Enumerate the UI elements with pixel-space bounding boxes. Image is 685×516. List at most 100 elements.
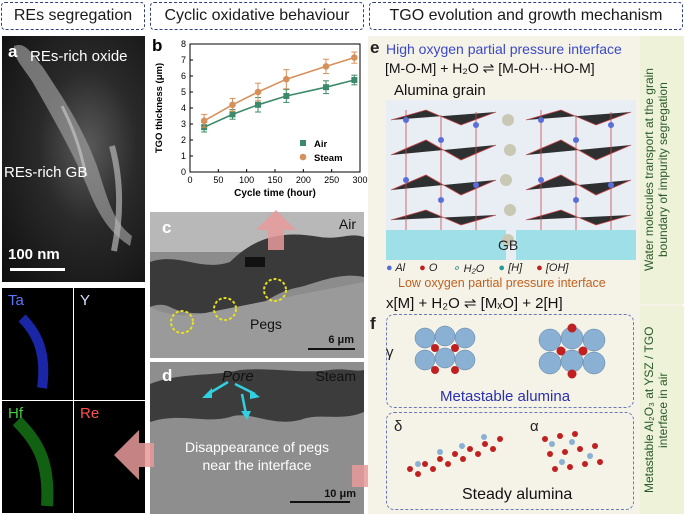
steady-crystals <box>407 431 603 477</box>
legend-oh: ● [OH] <box>536 262 568 275</box>
ta-signal <box>18 314 49 389</box>
steam-scale-bar-label: 10 μm <box>324 488 356 500</box>
header-tgo: TGO evolution and growth mechanism <box>369 2 683 30</box>
legend-o: ● O <box>419 262 437 275</box>
sem-image-air: c Air Pegs 6 μm <box>150 212 364 358</box>
panel-e-letter: e <box>370 38 380 57</box>
data-point-steam <box>200 117 208 125</box>
low-oxygen-title: Low oxygen partial pressure interface <box>398 276 606 290</box>
delta-label: δ <box>394 418 403 435</box>
legend-al-label: Al <box>395 262 406 274</box>
x-tick-label: 250 <box>324 175 339 185</box>
header-tgo-label: TGO evolution and growth mechanism <box>389 7 663 24</box>
air-condition-label: Air <box>338 216 356 232</box>
steady-box <box>386 412 634 510</box>
legend-marker-air <box>300 140 306 146</box>
data-point-steam <box>229 101 236 109</box>
res-rich-oxide-label: REs-rich oxide <box>30 48 128 65</box>
metastable-crystals <box>414 323 606 379</box>
legend-oh-label: [OH] <box>545 262 569 274</box>
sem-image-steam: d Steam Pore Disappearance of pegs near … <box>150 362 364 514</box>
tem-image: a REs-rich oxide REs-rich GB 100 nm <box>2 36 145 282</box>
data-point-air <box>283 93 290 99</box>
alumina-grain-label: Alumina grain <box>394 82 486 99</box>
air-scale-bar-label: 6 μm <box>328 334 354 346</box>
panel-b-letter: b <box>152 36 163 55</box>
data-point-steam <box>283 75 290 83</box>
hf-label: Hf <box>8 405 23 422</box>
y-tick-label: 5 <box>181 87 186 97</box>
hf-signal <box>12 416 54 507</box>
panel-d-letter: d <box>162 366 173 385</box>
y-axis-label: TGO thickness (μm) <box>154 63 165 153</box>
legend-marker-steam <box>299 153 307 161</box>
reaction-top: [M-O-M] + H₂O ⇌ [M-OH···HO-M] <box>385 60 595 76</box>
tem-scale-bar <box>10 268 65 271</box>
panel-f-letter: f <box>370 314 376 333</box>
panel-a-letter: a <box>8 42 18 61</box>
legend-label-steam: Steam <box>314 153 343 164</box>
caption-line2: near the interface <box>202 457 312 473</box>
y-tick-label: 6 <box>181 71 186 81</box>
oh-icon: ● <box>536 262 543 274</box>
lower-side-note: Metastable Al₂O₃ at YSZ / TGO interface … <box>640 306 684 514</box>
legend-o-label: O <box>428 262 438 274</box>
re-label: Re <box>80 405 100 422</box>
y-tick-label: 0 <box>181 167 186 177</box>
upper-side-line1: Water molecules transport at the grain <box>642 68 656 272</box>
header-res-segregation-label: REs segregation <box>13 7 133 24</box>
gb-label: GB <box>498 237 518 253</box>
x-axis-label: Cycle time (hour) <box>234 188 316 199</box>
caption-line1: Disappearance of pegs <box>185 439 329 455</box>
panel-c-letter: c <box>162 218 172 237</box>
header-cyclic: Cyclic oxidative behaviour <box>150 2 364 30</box>
legend-h2o-label: H₂O <box>463 263 485 275</box>
x-tick-label: 50 <box>213 175 223 185</box>
reaction-bottom: x[M] + H₂O ⇌ [MₓO] + 2[H] <box>386 295 563 312</box>
steam-condition-label: Steam <box>315 368 356 384</box>
upper-side-line2: boundary of impurity segregation <box>656 82 670 258</box>
pore-arrows <box>202 380 260 420</box>
y-label: Y <box>80 292 91 309</box>
tem-scale-bar-label: 100 nm <box>8 246 60 263</box>
data-point-air <box>323 84 329 91</box>
thickness-chart: 0 50 100 150 200 250 300 0 1 2 3 4 5 6 7 8 Cycle time (h… <box>154 39 368 199</box>
legend-h-label: [H] <box>508 262 523 274</box>
x-tick-label: 100 <box>239 175 254 185</box>
eds-map-hf: Hf <box>2 401 73 513</box>
pore-label: Pore <box>222 368 254 385</box>
h-dot-icon: ● <box>498 262 506 274</box>
tem-grain-boundary-shape <box>13 45 132 252</box>
header-cyclic-label: Cyclic oxidative behaviour <box>164 7 350 24</box>
lattice-illustration: GB <box>386 100 636 260</box>
y-tick-label: 7 <box>181 55 186 65</box>
legend-label-air: Air <box>314 139 328 150</box>
upper-side-note: Water molecules transport at the grain b… <box>640 36 684 304</box>
pegs-label: Pegs <box>250 316 282 332</box>
arrow-to-panel-d-icon <box>114 430 154 480</box>
y-tick-label: 4 <box>181 103 186 113</box>
eds-map-y: Y <box>74 288 145 400</box>
legend-h2o: ⚬ H₂O <box>451 262 484 275</box>
atom-legend: ● Al ● O ⚬ H₂O ● [H] ● [OH] <box>386 262 568 275</box>
data-point-steam <box>351 54 358 61</box>
high-oxygen-title: High oxygen partial pressure interface <box>386 41 622 57</box>
y-tick-label: 1 <box>181 151 186 161</box>
steady-label: Steady alumina <box>462 486 573 503</box>
lower-side-line1: Metastable Al₂O₃ at YSZ / TGO <box>642 326 656 494</box>
y-tick-label: 8 <box>181 39 186 49</box>
arrow-up-to-chart-icon <box>256 210 296 250</box>
series-line-steam <box>203 56 355 122</box>
header-res-segregation: REs segregation <box>1 2 145 30</box>
x-tick-label: 0 <box>187 175 192 185</box>
y-tick-label: 2 <box>181 135 186 145</box>
series-line-air <box>203 79 355 128</box>
alpha-label: α <box>530 418 539 435</box>
legend-al: ● Al <box>386 262 405 275</box>
chart-panel-b: b 0 50 100 150 200 250 300 0 1 2 3 4 5 6 7 8 Cycle time … <box>148 34 368 212</box>
data-point-air <box>351 77 358 83</box>
x-tick-label: 200 <box>296 175 311 185</box>
o-dot-icon: ● <box>419 262 426 274</box>
x-tick-label: 150 <box>267 175 282 185</box>
res-rich-gb-label: REs-rich GB <box>4 164 88 181</box>
